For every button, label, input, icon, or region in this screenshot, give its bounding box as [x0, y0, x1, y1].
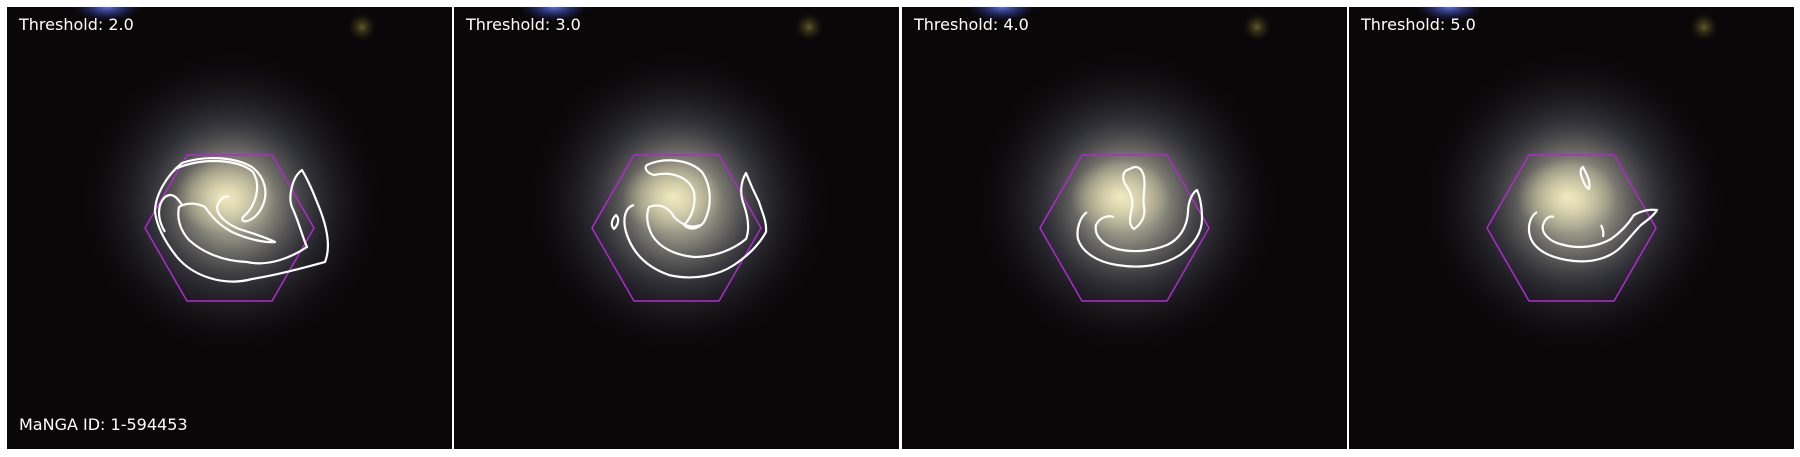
panel-threshold-2: Threshold: 2.0 MaNGA ID: 1-594453 — [7, 7, 452, 449]
contour-lines — [610, 159, 768, 279]
galaxy-image — [7, 7, 452, 449]
panel-threshold-4: Threshold: 4.0 — [902, 7, 1347, 449]
threshold-label: Threshold: 3.0 — [466, 15, 581, 34]
manga-id-label: MaNGA ID: 1-594453 — [19, 415, 188, 434]
panel-threshold-5: Threshold: 5.0 — [1349, 7, 1794, 449]
galaxy-image — [902, 7, 1347, 449]
galaxy-image — [454, 7, 899, 449]
threshold-label: Threshold: 2.0 — [19, 15, 134, 34]
threshold-label: Threshold: 4.0 — [914, 15, 1029, 34]
galaxy-image — [1349, 7, 1794, 449]
ifu-hexagon — [1039, 154, 1210, 302]
contour-lines — [153, 156, 329, 283]
ifu-hexagon — [144, 154, 315, 302]
ifu-hexagon — [591, 154, 762, 302]
threshold-label: Threshold: 5.0 — [1361, 15, 1476, 34]
contour-lines — [1527, 165, 1659, 263]
panel-threshold-3: Threshold: 3.0 — [454, 7, 899, 449]
contour-lines — [1076, 166, 1204, 268]
ifu-hexagon — [1486, 154, 1657, 302]
